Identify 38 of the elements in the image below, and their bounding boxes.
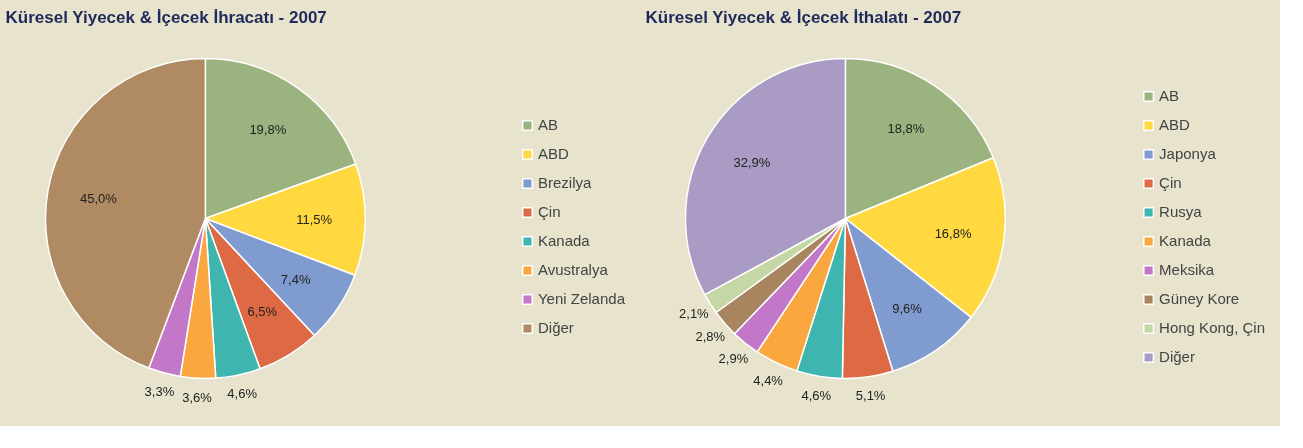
data-label: 19,8% — [249, 122, 287, 138]
legend-label: Diğer — [537, 319, 574, 336]
data-label: 11,5% — [296, 211, 333, 227]
data-label: 2,8% — [695, 328, 726, 344]
legend-label: ABD — [1159, 116, 1190, 133]
legend-label: Yeni Zelanda — [537, 290, 625, 307]
data-label: 3,6% — [182, 389, 213, 405]
legend-label: Kanada — [537, 232, 590, 249]
data-label: 18,8% — [887, 120, 925, 136]
data-label: 32,9% — [733, 155, 771, 171]
data-label: 16,8% — [934, 225, 972, 241]
legend-label: AB — [537, 116, 558, 133]
data-label: 4,6% — [227, 386, 258, 402]
legend-label: Güney Kore — [1159, 290, 1240, 307]
data-label: 9,6% — [892, 300, 923, 316]
chart-title: Küresel Yiyecek & İçecek İthalatı - 2007 — [645, 7, 962, 27]
legend-label: Çin — [1159, 174, 1182, 191]
data-label: 4,4% — [753, 372, 784, 388]
legend-label: Meksika — [1159, 261, 1215, 278]
data-label: 3,3% — [144, 384, 175, 400]
data-label: 7,4% — [280, 271, 311, 287]
data-label: 2,9% — [718, 350, 749, 366]
legend-label: ABD — [537, 145, 569, 162]
data-label: 4,6% — [801, 387, 832, 403]
legend-label: Kanada — [1159, 232, 1211, 249]
legend-label: Diğer — [1159, 348, 1195, 365]
data-label: 5,1% — [855, 388, 886, 404]
data-label: 45,0% — [79, 191, 118, 207]
data-label: 6,5% — [247, 303, 278, 319]
legend-label: Avustralya — [537, 261, 608, 278]
chart-title: Küresel Yiyecek & İçecek İhracatı - 2007 — [5, 7, 327, 27]
data-label: 2,1% — [679, 306, 710, 322]
legend-label: Hong Kong, Çin — [1159, 319, 1265, 336]
legend-label: Japonya — [1159, 145, 1216, 162]
legend-label: Rusya — [1159, 203, 1202, 220]
legend-label: AB — [1159, 87, 1180, 104]
legend-label: Brezilya — [537, 174, 592, 191]
legend-label: Çin — [537, 203, 561, 220]
